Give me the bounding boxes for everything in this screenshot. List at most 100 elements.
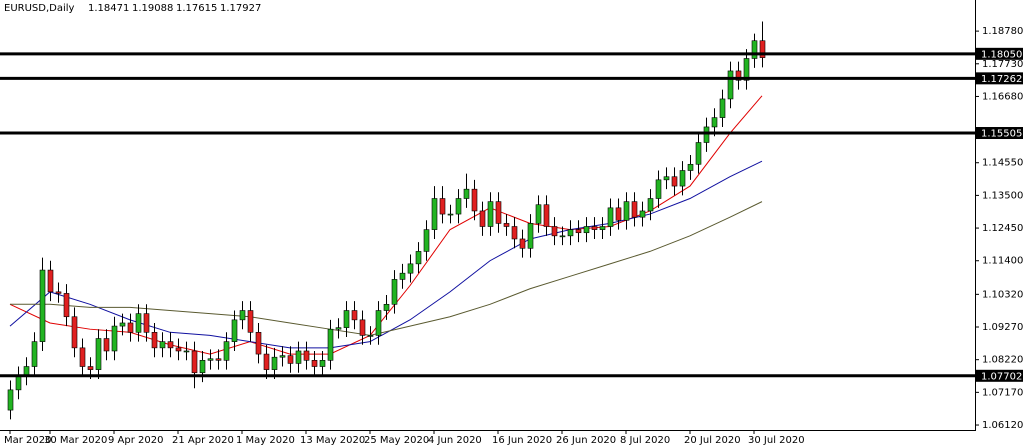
candle-body bbox=[647, 198, 654, 212]
candle-body bbox=[199, 360, 206, 374]
x-tick-label: 25 May 2020 bbox=[364, 435, 429, 446]
candle-body bbox=[559, 235, 566, 238]
candle-body bbox=[47, 269, 54, 293]
level-label: 1.07702 bbox=[981, 371, 1022, 382]
candle-body bbox=[127, 322, 134, 333]
candle-body bbox=[479, 210, 486, 227]
y-tick-label: 1.07170 bbox=[982, 387, 1023, 398]
candle-body bbox=[519, 238, 526, 249]
x-tick-label: 9 Apr 2020 bbox=[108, 435, 163, 446]
candle-body bbox=[7, 389, 14, 411]
candle-body bbox=[495, 201, 502, 224]
candle-body bbox=[215, 358, 222, 361]
candle-body bbox=[599, 226, 606, 230]
candle-body bbox=[367, 335, 374, 337]
candle-body bbox=[335, 327, 342, 330]
candle-body bbox=[399, 272, 406, 280]
x-tick-label: 13 May 2020 bbox=[300, 435, 365, 446]
ohlc-low: 1.17615 bbox=[176, 3, 217, 14]
candle-body bbox=[487, 201, 494, 227]
x-tick-label: 20 Jul 2020 bbox=[684, 435, 741, 446]
candle-body bbox=[719, 98, 726, 118]
candle-body bbox=[439, 198, 446, 215]
candle-body bbox=[263, 353, 270, 370]
candle-body bbox=[383, 303, 390, 311]
candle-body bbox=[759, 40, 766, 58]
x-tick-label: 8 Jul 2020 bbox=[620, 435, 670, 446]
x-tick-label: 4 Jun 2020 bbox=[428, 435, 482, 446]
chart-title: EURUSD,Daily bbox=[4, 3, 75, 14]
y-tick-label: 1.18780 bbox=[982, 26, 1023, 37]
candle-body bbox=[727, 70, 734, 100]
y-tick-label: 1.16680 bbox=[982, 91, 1023, 102]
candle-body bbox=[535, 204, 542, 224]
candle-body bbox=[31, 341, 38, 367]
candle-body bbox=[695, 142, 702, 165]
candle-body bbox=[271, 356, 278, 370]
candle-body bbox=[615, 207, 622, 221]
candle-body bbox=[135, 313, 142, 333]
candle-body bbox=[735, 70, 742, 81]
candle-body bbox=[143, 313, 150, 333]
candle-body bbox=[359, 319, 366, 336]
candle-body bbox=[279, 355, 286, 358]
candle-body bbox=[471, 188, 478, 212]
candle-body bbox=[15, 375, 22, 391]
candle-body bbox=[87, 366, 94, 370]
candle-body bbox=[343, 310, 350, 328]
candle-body bbox=[391, 279, 398, 305]
y-tick-label: 1.10320 bbox=[982, 289, 1023, 300]
candle-body bbox=[71, 316, 78, 349]
candle-body bbox=[711, 117, 718, 128]
y-tick-label: 1.06120 bbox=[982, 420, 1023, 431]
candle-body bbox=[351, 310, 358, 321]
candle-body bbox=[663, 176, 670, 181]
candle-body bbox=[407, 263, 414, 274]
candle-body bbox=[103, 338, 110, 352]
x-tick-label: 1 May 2020 bbox=[236, 435, 295, 446]
level-label: 1.15505 bbox=[981, 129, 1022, 140]
y-tick-label: 1.09270 bbox=[982, 322, 1023, 333]
candle-body bbox=[95, 338, 102, 370]
candle-body bbox=[39, 269, 46, 342]
candle-body bbox=[463, 188, 470, 199]
candle-body bbox=[295, 350, 302, 364]
candle-body bbox=[679, 170, 686, 187]
candle-body bbox=[583, 226, 590, 234]
candle-body bbox=[639, 210, 646, 218]
candle-body bbox=[111, 325, 118, 352]
candle-body bbox=[303, 350, 310, 361]
level-label-box bbox=[976, 47, 1023, 60]
candle-body bbox=[239, 310, 246, 321]
level-label-box bbox=[976, 72, 1023, 85]
candle-body bbox=[247, 310, 254, 333]
y-tick-label: 1.13500 bbox=[982, 190, 1023, 201]
candle-body bbox=[231, 319, 238, 342]
candle-body bbox=[687, 163, 694, 171]
candle-body bbox=[55, 291, 62, 294]
candle-body bbox=[63, 293, 70, 318]
level-label: 1.17262 bbox=[981, 74, 1022, 85]
candle-body bbox=[79, 347, 86, 367]
candle-body bbox=[511, 226, 518, 240]
candle-body bbox=[751, 40, 758, 59]
candle-body bbox=[455, 198, 462, 215]
candle-body bbox=[423, 229, 430, 252]
candle-body bbox=[327, 328, 334, 361]
candle-body bbox=[567, 229, 574, 237]
candle-body bbox=[223, 341, 230, 361]
x-tick-label: 30 Jul 2020 bbox=[748, 435, 805, 446]
y-tick-label: 1.11400 bbox=[982, 256, 1023, 267]
candle-body bbox=[287, 355, 294, 364]
candle-body bbox=[671, 176, 678, 187]
candle-body bbox=[431, 198, 438, 230]
candle-body bbox=[207, 358, 214, 361]
candle-body bbox=[255, 332, 262, 355]
candle-body bbox=[575, 229, 582, 234]
candle-body bbox=[151, 332, 158, 349]
candle-body bbox=[175, 347, 182, 352]
candle-body bbox=[655, 179, 662, 199]
y-tick-label: 1.08220 bbox=[982, 355, 1023, 366]
level-label: 1.18050 bbox=[981, 49, 1022, 60]
